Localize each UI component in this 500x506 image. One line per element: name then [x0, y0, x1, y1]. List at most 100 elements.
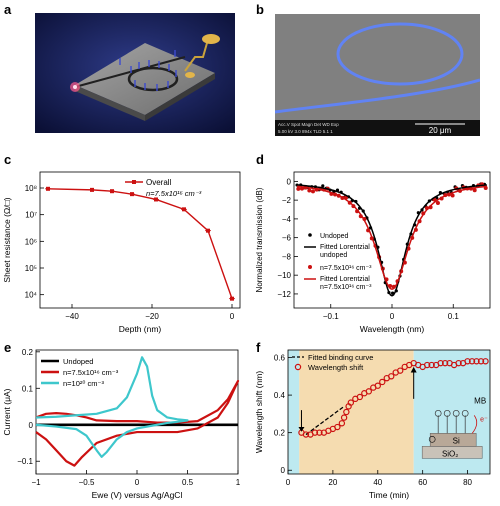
inset-si-layer: [429, 433, 477, 447]
x-tick-label: 20: [328, 478, 337, 487]
data-point-doped: [450, 193, 455, 198]
data-point: [464, 358, 471, 365]
fit-line: [305, 405, 345, 436]
x-tick-label: 80: [463, 478, 472, 487]
panel-label-d: d: [256, 152, 264, 167]
inset-probe-head: [443, 409, 451, 417]
inset-label-electron: e⁻: [480, 416, 488, 423]
plot-frame: [287, 349, 491, 475]
y-tick-label: −0.1: [17, 457, 33, 466]
legend-label: n=7.5x10¹⁶ cm⁻³: [63, 368, 119, 377]
y-tick-label: 10⁷: [25, 211, 37, 220]
x-axis-label: Depth (nm): [119, 324, 162, 334]
chart-c: −40 −20 0 10⁴ 10⁵ 10⁶ 10⁷ 10⁸ Depth (nm) Sheet re…: [2, 171, 241, 334]
data-point: [468, 358, 476, 365]
legend-marker: [308, 265, 312, 269]
x-axis-label: Ewe (V) versus Ag/AgCl: [92, 490, 183, 500]
y-tick-label: 0: [29, 421, 34, 430]
data-point: [455, 359, 462, 367]
data-point: [477, 358, 485, 365]
data-point: [340, 414, 348, 421]
legend-label: n=7.5x10¹⁶ cm⁻³: [320, 284, 372, 291]
data-point-doped: [307, 188, 312, 193]
panel-label-c: c: [4, 152, 12, 167]
data-point: [182, 207, 186, 212]
x-axis-label: Time (min): [369, 490, 409, 500]
data-point: [356, 393, 364, 401]
data-point: [316, 429, 323, 436]
legend-label: Undoped: [63, 357, 93, 366]
legend-label: Fitted binding curve: [308, 353, 373, 362]
sem-info-line1: Acc.V Spot Magn Det WD Exp: [278, 122, 339, 127]
y-tick-label: −4: [282, 215, 292, 224]
x-tick-label: 0: [286, 478, 291, 487]
x-tick-label: 0: [390, 312, 395, 321]
legend-label: n=7.5x10¹⁶ cm⁻³: [320, 265, 372, 272]
y-tick-label: 0.6: [274, 354, 286, 363]
series-line-overall: [47, 188, 233, 299]
data-point: [441, 359, 449, 367]
arrow-head: [410, 366, 417, 373]
data-point: [334, 423, 341, 431]
x-tick-label: 0.5: [182, 478, 194, 487]
x-tick-label: 40: [373, 478, 382, 487]
legend-marker: [132, 180, 136, 184]
legend-label: Undoped: [320, 233, 349, 240]
scale-bar-label: 20 μm: [429, 126, 452, 135]
data-point-doped: [435, 201, 440, 206]
y-tick-label: 0.4: [274, 391, 286, 400]
device-rendering-image: [35, 13, 235, 133]
y-axis-label: Current (μA): [2, 388, 12, 435]
x-tick-label: −0.1: [323, 312, 339, 321]
chart-e: −1 −0.5 0 0.5 1 −0.1 0 0.1 0.2 Ewe (V) versus Ag/…: [2, 348, 241, 500]
arrow-head: [298, 427, 305, 432]
x-tick-label: −40: [65, 312, 79, 321]
panel-label-f: f: [256, 340, 261, 355]
data-point: [423, 361, 431, 369]
data-point: [374, 382, 381, 389]
y-axis-label: Wavelength shift (nm): [254, 371, 264, 454]
chart-f: SiO₂ Si MB e⁻ 0 20 40 60 80 0 0.2 0.4 0.6 Time (min) W…: [254, 349, 491, 500]
legend-label: Fitted Lorentzial: [320, 244, 370, 251]
chart-d: −0.1 0 0.1 0 −2 −4 −6 −8 −10 −12 Wavelength (nm) No…: [255, 171, 491, 334]
legend-marker: [294, 363, 302, 371]
legend-marker: [308, 233, 312, 237]
y-tick-label: 10⁴: [25, 291, 38, 300]
data-point: [130, 192, 134, 197]
inset-probe-head: [452, 409, 460, 417]
y-tick-label: −10: [277, 271, 291, 280]
y-tick-label: 0.2: [22, 348, 34, 357]
data-point: [379, 378, 386, 386]
legend-label: Overall: [146, 178, 172, 187]
data-point: [347, 399, 355, 406]
data-point: [343, 408, 350, 416]
legend-label: n=7.5x10¹⁶ cm⁻³: [146, 189, 202, 198]
x-tick-label: −20: [145, 312, 159, 321]
legend-label: Fitted Lorentzial: [320, 276, 370, 283]
panel-label-b: b: [256, 2, 264, 17]
data-point-doped: [310, 189, 315, 194]
legend-label: n=10²⁰ cm⁻³: [63, 379, 104, 388]
x-tick-label: 60: [418, 478, 427, 487]
panel-label-e: e: [4, 340, 12, 355]
inset-label-sio2: SiO₂: [442, 449, 458, 458]
x-tick-label: −0.5: [79, 478, 95, 487]
y-tick-label: −8: [282, 252, 292, 261]
data-point: [428, 361, 435, 369]
x-tick-label: 0: [135, 478, 140, 487]
x-tick-label: −1: [31, 478, 41, 487]
y-tick-label: 10⁸: [25, 184, 37, 193]
data-point: [90, 187, 94, 192]
inset-label-mb: MB: [474, 396, 486, 405]
y-tick-label: −12: [277, 290, 291, 299]
data-point: [437, 359, 444, 367]
inset-probe-head: [461, 409, 469, 417]
data-point: [302, 431, 310, 438]
x-tick-label: 0.1: [448, 312, 460, 321]
y-tick-label: 0: [287, 177, 292, 186]
data-point-doped: [472, 188, 477, 193]
data-point-undoped: [321, 184, 325, 188]
y-axis-label: Normalized transmission (dB): [255, 187, 264, 292]
inset-contact: [428, 436, 436, 443]
y-tick-label: −6: [282, 234, 292, 243]
